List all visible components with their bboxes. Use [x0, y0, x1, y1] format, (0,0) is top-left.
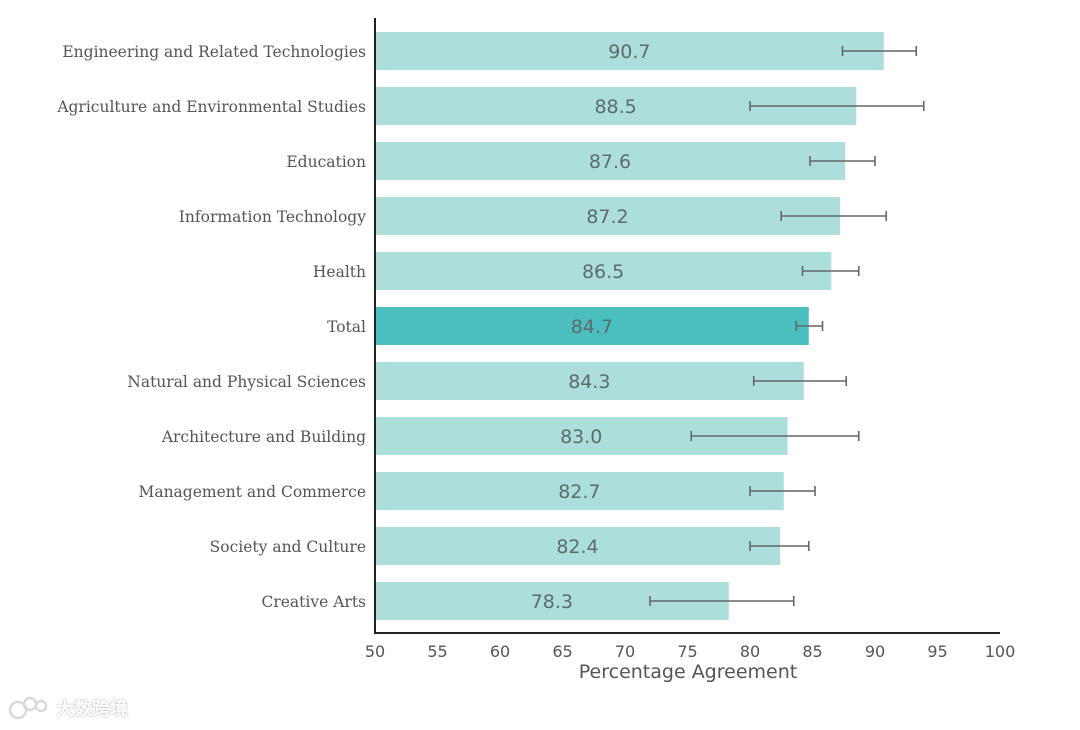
error-bar-engineering-and-related-technologies	[841, 46, 918, 56]
x-axis-title: Percentage Agreement	[579, 661, 797, 683]
error-bar-agriculture-and-environmental-studies	[749, 101, 925, 111]
bar-total	[375, 307, 809, 345]
category-label: Engineering and Related Technologies	[62, 43, 366, 61]
error-bar-management-and-commerce	[749, 486, 816, 496]
value-label: 88.5	[594, 96, 636, 118]
value-label: 82.7	[558, 481, 600, 503]
error-bar-creative-arts	[649, 596, 795, 606]
error-bar-health	[801, 266, 860, 276]
x-tick-label: 100	[985, 642, 1016, 661]
bar-engineering-and-related-technologies	[375, 32, 884, 70]
x-tick-label: 90	[865, 642, 885, 661]
value-label: 87.6	[589, 151, 631, 173]
category-label: Natural and Physical Sciences	[127, 373, 366, 391]
error-bar-education	[809, 156, 876, 166]
category-labels-layer: Engineering and Related Technologies Agri…	[56, 43, 366, 611]
value-label: 83.0	[560, 426, 602, 448]
x-tick-label: 50	[365, 642, 385, 661]
bar-natural-and-physical-sciences	[375, 362, 804, 400]
value-label: 84.3	[568, 371, 610, 393]
value-label: 90.7	[608, 41, 650, 63]
value-label: 87.2	[586, 206, 628, 228]
value-labels-layer: 90.7 88.5 87.6 87.2 86.5 84.7 84.3 83.0 82.7 82.4…	[531, 41, 651, 613]
x-tick-labels-layer: 50 55 60 65 70 75 80 85 90 95 100	[365, 642, 1015, 661]
error-bar-information-technology	[780, 211, 888, 221]
error-bar-total	[795, 321, 824, 331]
x-tick-label: 95	[927, 642, 947, 661]
value-label: 84.7	[571, 316, 613, 338]
category-label: Society and Culture	[210, 538, 366, 556]
bar-health	[375, 252, 832, 290]
bars-layer	[375, 32, 884, 620]
error-bars-layer	[649, 46, 925, 606]
value-label: 78.3	[531, 591, 573, 613]
value-label: 86.5	[582, 261, 624, 283]
category-label: Health	[313, 263, 366, 281]
bar-information-technology	[375, 197, 840, 235]
x-tick-label: 65	[552, 642, 572, 661]
watermark: 大数跨境	[8, 694, 128, 722]
bar-education	[375, 142, 845, 180]
x-tick-label: 75	[677, 642, 697, 661]
bar-society-and-culture	[375, 527, 780, 565]
axes-layer	[374, 18, 1000, 634]
x-tick-label: 80	[740, 642, 760, 661]
x-tick-label: 55	[427, 642, 447, 661]
x-tick-label: 70	[615, 642, 635, 661]
category-label: Information Technology	[179, 208, 366, 226]
category-label: Architecture and Building	[161, 428, 366, 446]
error-bar-natural-and-physical-sciences	[752, 376, 848, 386]
category-label: Education	[286, 153, 366, 171]
category-label: Total	[327, 318, 366, 336]
error-bar-society-and-culture	[749, 541, 810, 551]
value-label: 82.4	[556, 536, 598, 558]
x-tick-label: 60	[490, 642, 510, 661]
watermark-logo-icon	[8, 696, 48, 720]
watermark-text: 大数跨境	[56, 699, 128, 720]
error-bar-architecture-and-building	[690, 431, 860, 441]
category-label: Agriculture and Environmental Studies	[56, 98, 366, 116]
category-label: Creative Arts	[261, 593, 366, 611]
x-tick-label: 85	[802, 642, 822, 661]
category-label: Management and Commerce	[138, 483, 366, 501]
bar-management-and-commerce	[375, 472, 784, 510]
